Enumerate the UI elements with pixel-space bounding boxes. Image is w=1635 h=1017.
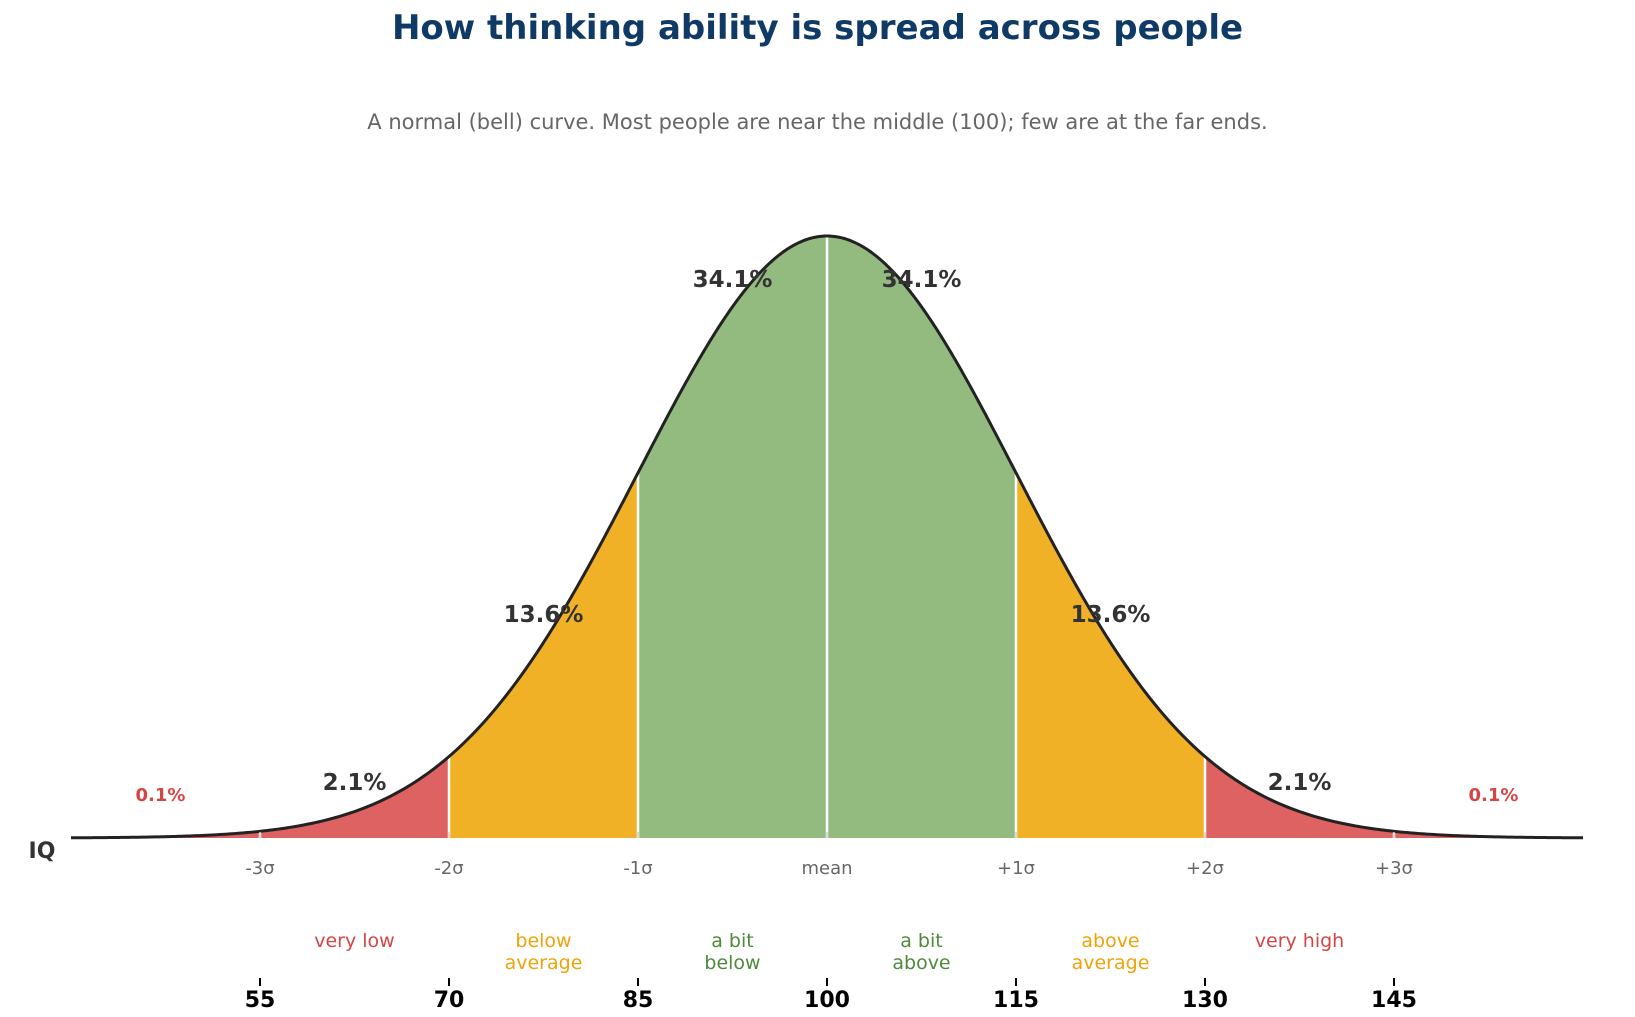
region-area-1 — [260, 756, 449, 838]
chart-subtitle: A normal (bell) curve. Most people are n… — [367, 110, 1268, 134]
iq-tick-label-2: 85 — [623, 988, 654, 1013]
sigma-label-4: +1σ — [997, 858, 1035, 879]
curve-layer — [70, 234, 1584, 840]
sigma-label-5: +2σ — [1186, 858, 1224, 879]
percent-label-3: 34.1% — [693, 267, 773, 293]
sigma-label-6: +3σ — [1375, 858, 1413, 879]
percent-label-2: 13.6% — [504, 602, 584, 628]
iq-tick-label-6: 145 — [1371, 988, 1417, 1013]
percent-label-5: 13.6% — [1071, 602, 1151, 628]
iq-tick-label-5: 130 — [1182, 988, 1228, 1013]
bell-curve-line — [70, 234, 1584, 840]
category-label-2: below average — [505, 930, 583, 974]
sigma-label-0: -3σ — [245, 858, 274, 879]
sigma-label-1: -2σ — [434, 858, 463, 879]
percent-label-4: 34.1% — [882, 267, 962, 293]
iq-tick-label-1: 70 — [434, 988, 465, 1013]
category-label-5: above average — [1072, 930, 1150, 974]
region-area-6 — [1205, 756, 1394, 838]
labels-layer: 0.1% 2.1% 13.6% 34.1% 34.1% 13.6% 2.1% 0.1% -3σ -… — [136, 267, 1519, 1013]
sigma-label-2: -1σ — [623, 858, 652, 879]
iq-tick-label-4: 115 — [993, 988, 1039, 1013]
region-area-4 — [827, 236, 1016, 838]
category-label-3: a bit below — [704, 930, 760, 974]
category-label-1: very low — [314, 930, 394, 952]
x-axis-label: IQ — [29, 839, 56, 864]
percent-label-0: 0.1% — [136, 785, 186, 806]
chart-title: How thinking ability is spread across pe… — [391, 8, 1244, 48]
category-label-4: a bit above — [892, 930, 950, 974]
percent-label-6: 2.1% — [1268, 770, 1332, 796]
percent-label-1: 2.1% — [323, 770, 387, 796]
iq-tick-label-0: 55 — [245, 988, 276, 1013]
sigma-label-3: mean — [801, 858, 852, 879]
separators-layer — [258, 236, 1396, 838]
category-label-6: very high — [1255, 930, 1344, 952]
percent-label-7: 0.1% — [1469, 785, 1519, 806]
iq-tick-label-3: 100 — [804, 988, 850, 1013]
region-area-3 — [638, 236, 827, 838]
